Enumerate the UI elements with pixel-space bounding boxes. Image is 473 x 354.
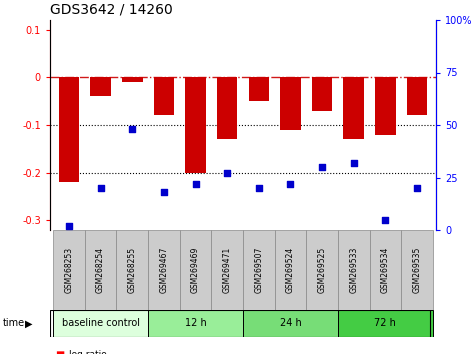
Text: ▶: ▶ <box>25 319 33 329</box>
Bar <box>85 230 116 310</box>
Text: GDS3642 / 14260: GDS3642 / 14260 <box>50 2 173 16</box>
Bar <box>243 310 338 337</box>
Bar <box>338 310 433 337</box>
Bar <box>180 230 211 310</box>
Text: GSM269507: GSM269507 <box>254 247 263 293</box>
Bar <box>243 230 275 310</box>
Point <box>129 126 136 132</box>
Text: GSM269471: GSM269471 <box>223 247 232 293</box>
Bar <box>148 230 180 310</box>
Point <box>287 181 294 187</box>
Bar <box>312 77 333 111</box>
Text: GSM269535: GSM269535 <box>412 247 421 293</box>
Bar <box>122 77 142 82</box>
Text: GSM269525: GSM269525 <box>317 247 326 293</box>
Text: GSM268255: GSM268255 <box>128 247 137 293</box>
Text: ■: ■ <box>55 350 64 354</box>
Bar <box>53 230 85 310</box>
Text: GSM269469: GSM269469 <box>191 247 200 293</box>
Bar <box>307 230 338 310</box>
Bar <box>280 77 301 130</box>
Bar <box>217 77 237 139</box>
Text: log ratio: log ratio <box>69 350 107 354</box>
Bar <box>248 77 269 101</box>
Text: baseline control: baseline control <box>61 319 140 329</box>
Bar <box>407 77 427 115</box>
Text: GSM269534: GSM269534 <box>381 247 390 293</box>
Point <box>382 217 389 222</box>
Bar <box>116 230 148 310</box>
Point <box>160 189 168 195</box>
Point <box>65 223 73 229</box>
Point <box>223 171 231 176</box>
Text: GSM269533: GSM269533 <box>349 247 358 293</box>
Bar <box>343 77 364 139</box>
Point <box>413 185 421 191</box>
Point <box>97 185 105 191</box>
Text: 12 h: 12 h <box>184 319 206 329</box>
Text: time: time <box>2 319 25 329</box>
Text: 24 h: 24 h <box>280 319 301 329</box>
Bar <box>401 230 433 310</box>
Point <box>192 181 199 187</box>
Point <box>318 164 326 170</box>
Bar <box>375 77 395 135</box>
Bar <box>59 77 79 182</box>
Bar <box>185 77 206 173</box>
Bar <box>90 77 111 96</box>
Point <box>350 160 358 166</box>
Text: GSM269467: GSM269467 <box>159 247 168 293</box>
Text: GSM269524: GSM269524 <box>286 247 295 293</box>
Bar <box>338 230 369 310</box>
Bar <box>154 77 174 115</box>
Bar <box>369 230 401 310</box>
Text: GSM268254: GSM268254 <box>96 247 105 293</box>
Bar <box>275 230 307 310</box>
Bar <box>211 230 243 310</box>
Bar <box>53 310 148 337</box>
Point <box>255 185 263 191</box>
Bar <box>148 310 243 337</box>
Text: GSM268253: GSM268253 <box>64 247 73 293</box>
Text: 72 h: 72 h <box>375 319 396 329</box>
